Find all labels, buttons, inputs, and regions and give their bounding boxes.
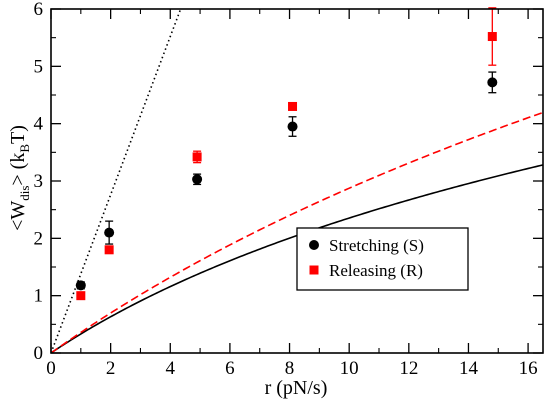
data-point-stretching — [487, 77, 498, 88]
x-tick-label: 14 — [459, 358, 479, 379]
x-tick-label: 6 — [225, 358, 235, 379]
data-point-stretching — [104, 227, 115, 238]
legend-box — [296, 227, 469, 291]
x-tick-label: 2 — [106, 358, 116, 379]
y-axis-label-mid: > (k — [7, 153, 29, 186]
y-tick-label: 0 — [34, 343, 44, 364]
y-tick-label: 6 — [34, 0, 44, 20]
y-tick-label: 4 — [34, 114, 44, 135]
legend-marker-stretching — [309, 240, 319, 250]
data-point-releasing — [192, 152, 202, 162]
axis-ticks — [50, 8, 543, 354]
fit-curves — [51, 9, 543, 353]
data-point-releasing — [487, 32, 497, 42]
y-tick-label: 1 — [34, 286, 44, 307]
plot-frame — [50, 8, 544, 354]
legend: Stretching (S) Releasing (R) — [296, 227, 469, 291]
y-axis-label-sub2: B — [17, 144, 32, 153]
legend-label-stretching: Stretching (S) — [329, 236, 424, 255]
x-tick-label: 16 — [519, 358, 538, 379]
y-axis-label-end: T) — [7, 125, 29, 144]
data-point-releasing — [288, 101, 298, 111]
data-point-stretching — [192, 174, 203, 185]
y-axis-label-base: <W — [7, 201, 29, 231]
fit-curve-dashed — [51, 111, 543, 353]
legend-label-releasing: Releasing (R) — [329, 261, 423, 280]
x-tick-label: 12 — [399, 358, 418, 379]
data-point-releasing — [76, 291, 86, 301]
data-point-stretching — [75, 280, 86, 291]
y-axis-label: <Wdis> (kBT) — [7, 125, 32, 231]
y-tick-label: 3 — [34, 171, 44, 192]
y-tick-label: 2 — [34, 228, 44, 249]
x-tick-label: 8 — [285, 358, 295, 379]
x-tick-label: 0 — [46, 358, 56, 379]
fit-curve-dotted — [51, 9, 182, 353]
data-point-stretching — [287, 121, 298, 132]
x-axis-label: r (pN/s) — [265, 377, 328, 399]
y-axis-label-sub: dis — [17, 186, 32, 201]
y-tick-label: 5 — [34, 56, 44, 77]
data-point-releasing — [104, 245, 114, 255]
x-tick-label: 4 — [166, 358, 176, 379]
data-markers — [75, 32, 498, 301]
legend-marker-releasing — [309, 265, 319, 275]
x-tick-label: 10 — [340, 358, 359, 379]
